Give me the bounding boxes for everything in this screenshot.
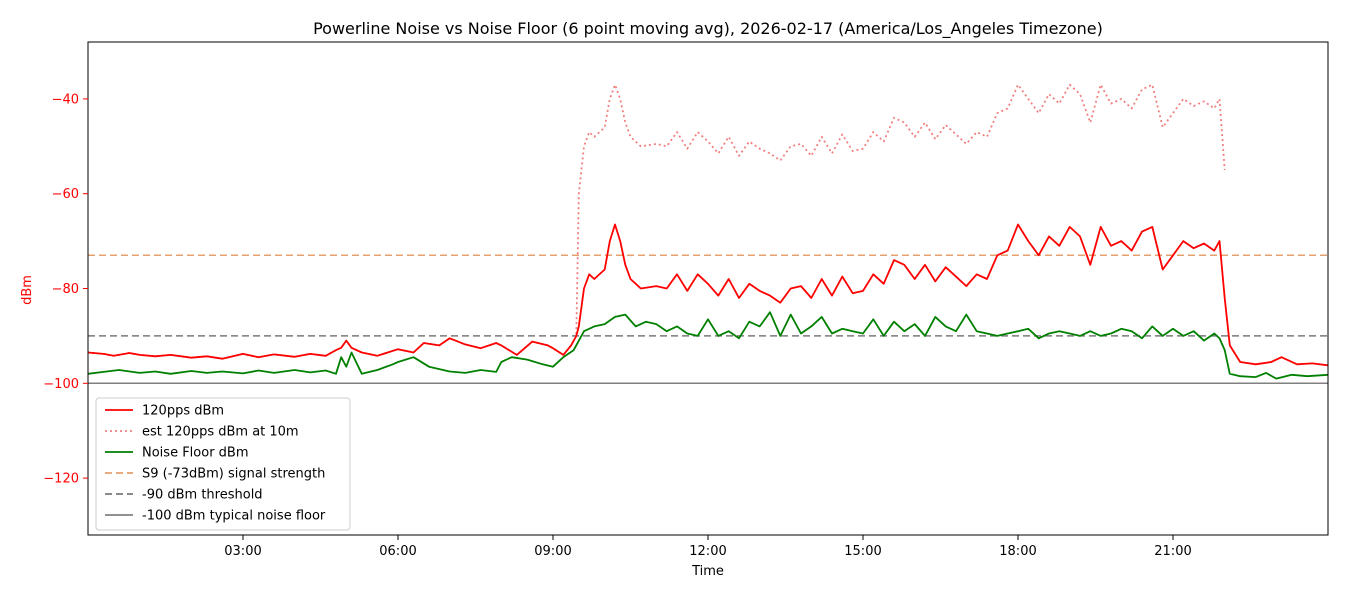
plot-area: [88, 83, 1328, 385]
x-tick-label: 15:00: [844, 544, 881, 559]
series-group: [88, 83, 1328, 385]
x-tick-label: 09:00: [534, 544, 571, 559]
legend-label-s9-73dbm-signal-strength: S9 (-73dBm) signal strength: [142, 467, 325, 482]
series-line-noise-floor-dbm: [88, 311, 1328, 380]
legend-label-est-120pps-dbm-at-10m: est 120pps dBm at 10m: [142, 425, 299, 440]
axes: 03:00 06:00 09:00 12:00 15:00 18:00 21:00 −40 −6…: [43, 41, 1329, 559]
series-line-est-120pps-dbm-at-10m: [88, 83, 1226, 360]
y-tick-label: −100: [43, 377, 79, 392]
chart-title: Powerline Noise vs Noise Floor (6 point …: [313, 19, 1103, 39]
legend: 120pps dBm est 120pps dBm at 10m Noise Flo…: [95, 397, 351, 531]
x-tick-label: 03:00: [224, 544, 261, 559]
y-tick-label: −60: [52, 187, 79, 202]
x-tick-label: 12:00: [689, 544, 726, 559]
legend-label-noise-floor-dbm: Noise Floor dBm: [142, 446, 249, 461]
legend-box: [95, 397, 351, 531]
y-tick-label: −40: [52, 92, 79, 107]
x-tick-label: 18:00: [999, 544, 1036, 559]
y-axis-label: dBm: [20, 275, 35, 305]
x-tick-label: 21:00: [1154, 544, 1191, 559]
series-line-120pps-dbm: [88, 223, 1328, 367]
x-tick-label: 06:00: [379, 544, 416, 559]
x-axis-label: Time: [691, 564, 724, 579]
legend-label-100-dbm-typical-noise-floor: -100 dBm typical noise floor: [142, 509, 326, 524]
legend-label-90-dbm-threshold: -90 dBm threshold: [142, 488, 263, 503]
legend-label-120pps-dbm: 120pps dBm: [142, 404, 224, 419]
y-tick-label: −120: [43, 472, 79, 487]
y-tick-label: −80: [52, 282, 79, 297]
